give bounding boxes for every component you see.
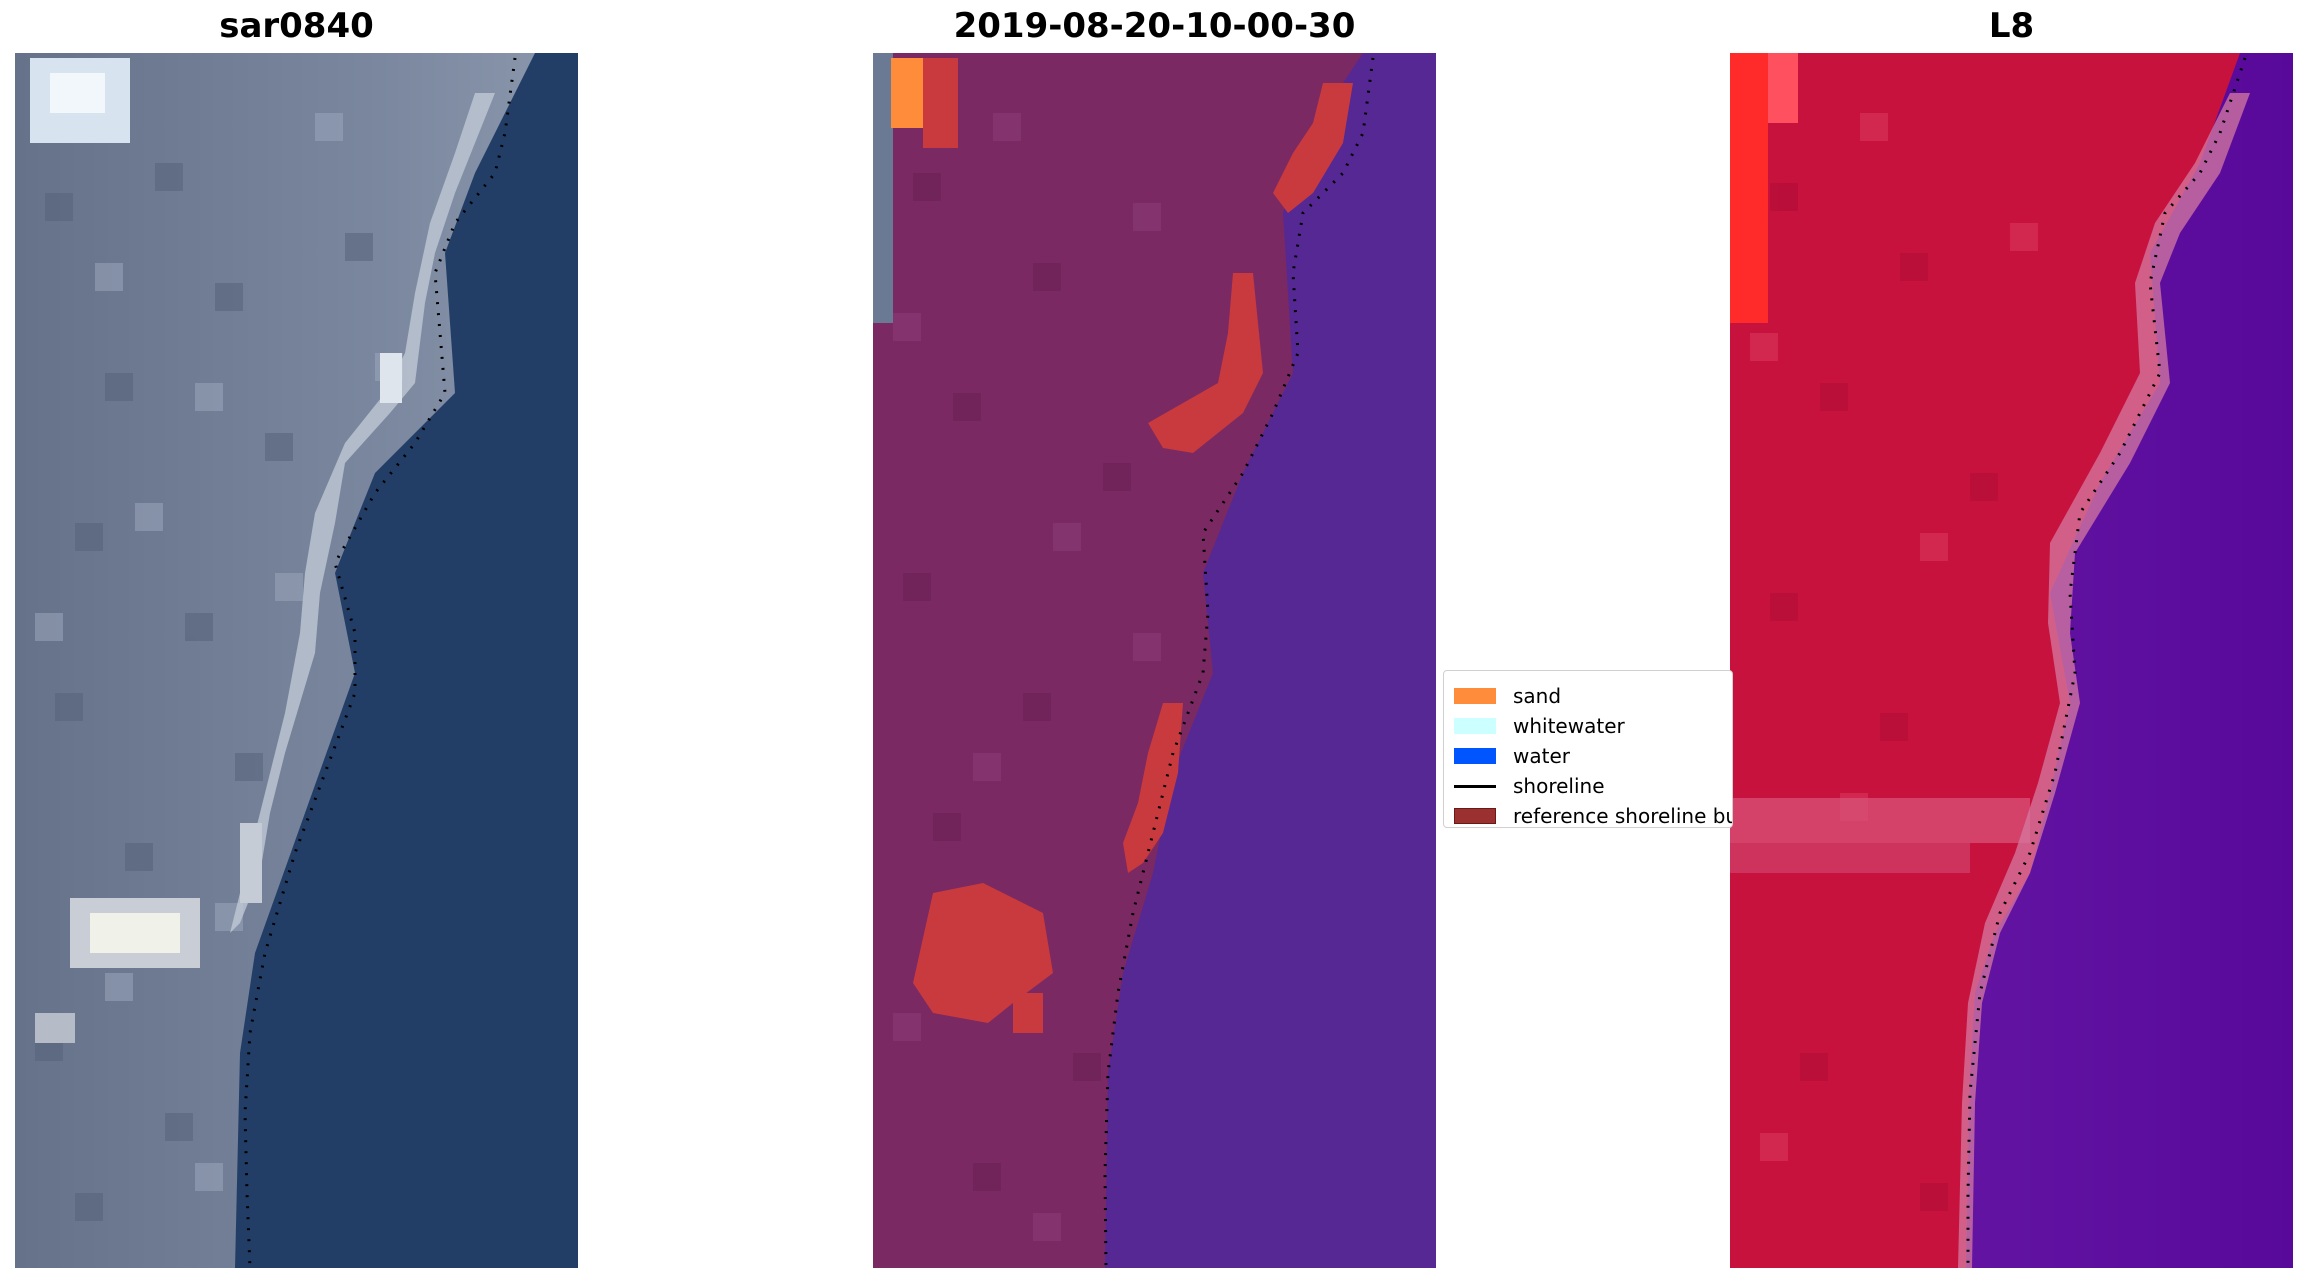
legend-label: reference shoreline buffer <box>1513 804 1732 828</box>
title-classified-panel: 2019-08-20-10-00-30 <box>953 6 1356 46</box>
legend: sand whitewater water shoreline referenc… <box>1443 670 1733 828</box>
shoreline-path <box>1103 57 1375 1268</box>
whitewater-swatch <box>1454 718 1496 734</box>
title-index-panel: L8 <box>1988 6 2035 46</box>
classified-image <box>873 53 1436 1268</box>
legend-label: sand <box>1513 684 1562 708</box>
sand-swatch <box>1454 688 1496 704</box>
water-swatch <box>1454 748 1496 764</box>
index-image <box>1730 53 2293 1268</box>
legend-label: whitewater <box>1513 714 1625 738</box>
legend-item-whitewater: whitewater <box>1454 712 1625 740</box>
legend-item-shoreline: shoreline <box>1454 772 1605 800</box>
legend-item-sand: sand <box>1454 682 1561 710</box>
legend-item-reference-buffer: reference shoreline buffer <box>1454 802 1732 828</box>
title-rgb-panel: sar0840 <box>219 6 374 46</box>
shoreline-line-swatch <box>1454 784 1496 788</box>
legend-label: shoreline <box>1513 774 1605 798</box>
rgb-satellite-image <box>15 53 578 1268</box>
legend-item-water: water <box>1454 742 1570 770</box>
reference-buffer-swatch <box>1454 808 1496 824</box>
legend-label: water <box>1513 744 1570 768</box>
